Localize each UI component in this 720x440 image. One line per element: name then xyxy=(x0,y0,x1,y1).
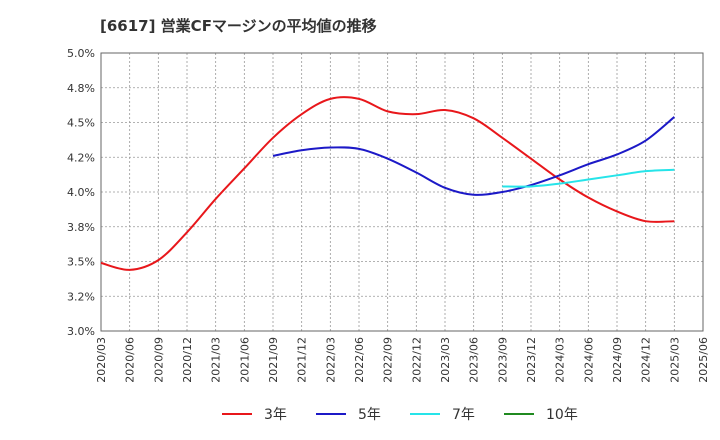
plot-border xyxy=(100,52,704,332)
x-tick-label: 2025/03 xyxy=(668,337,681,383)
x-tick-label: 2021/06 xyxy=(238,337,251,383)
x-tick-label: 2020/06 xyxy=(124,337,137,383)
x-tick-label: 2023/03 xyxy=(439,337,452,383)
y-axis-ticks: 5.0% 4.8% 4.5% 4.2% 4.0% 3.8% 3.5% 3.2% 3.0% xyxy=(67,47,95,338)
y-tick-label: 3.8% xyxy=(67,221,95,234)
series-line-0 xyxy=(100,96,675,271)
legend-label-2: 7年 xyxy=(452,407,475,423)
series-line-1 xyxy=(272,116,675,196)
x-tick-label: 2020/09 xyxy=(152,337,165,383)
x-tick-label: 2024/12 xyxy=(640,337,653,383)
x-tick-label: 2020/03 xyxy=(95,337,108,383)
x-tick-label: 2022/09 xyxy=(382,337,395,383)
x-tick-label: 2021/12 xyxy=(296,337,309,383)
grid xyxy=(100,52,704,332)
x-tick-label: 2020/12 xyxy=(181,337,194,383)
x-tick-label: 2021/09 xyxy=(267,337,280,383)
x-tick-label: 2023/06 xyxy=(468,337,481,383)
legend: 3年 5年 7年 10年 xyxy=(222,407,578,423)
y-tick-label: 3.2% xyxy=(67,290,95,303)
y-tick-label: 4.2% xyxy=(67,151,95,164)
legend-label-1: 5年 xyxy=(358,407,381,423)
x-tick-label: 2022/06 xyxy=(353,337,366,383)
x-axis-ticks: 2020/03 2020/06 2020/09 2020/12 2021/03 2021/… xyxy=(95,337,710,383)
legend-label-3: 10年 xyxy=(546,407,578,423)
y-tick-label: 5.0% xyxy=(67,47,95,60)
x-tick-label: 2022/03 xyxy=(324,337,337,383)
x-tick-label: 2022/12 xyxy=(410,337,423,383)
y-tick-label: 3.0% xyxy=(67,325,95,338)
x-tick-label: 2023/12 xyxy=(525,337,538,383)
series-line-2 xyxy=(502,168,675,188)
y-tick-label: 4.8% xyxy=(67,82,95,95)
x-tick-label: 2024/06 xyxy=(582,337,595,383)
x-tick-label: 2025/06 xyxy=(697,337,710,383)
y-tick-label: 3.5% xyxy=(67,256,95,269)
y-tick-label: 4.0% xyxy=(67,186,95,199)
x-tick-label: 2023/09 xyxy=(496,337,509,383)
chart-title: [6617] 営業CFマージンの平均値の推移 xyxy=(100,17,377,35)
x-tick-label: 2021/03 xyxy=(210,337,223,383)
x-tick-label: 2024/09 xyxy=(611,337,624,383)
y-tick-label: 4.5% xyxy=(67,117,95,130)
legend-label-0: 3年 xyxy=(264,407,287,423)
x-tick-label: 2024/03 xyxy=(554,337,567,383)
plot-area xyxy=(100,96,675,271)
